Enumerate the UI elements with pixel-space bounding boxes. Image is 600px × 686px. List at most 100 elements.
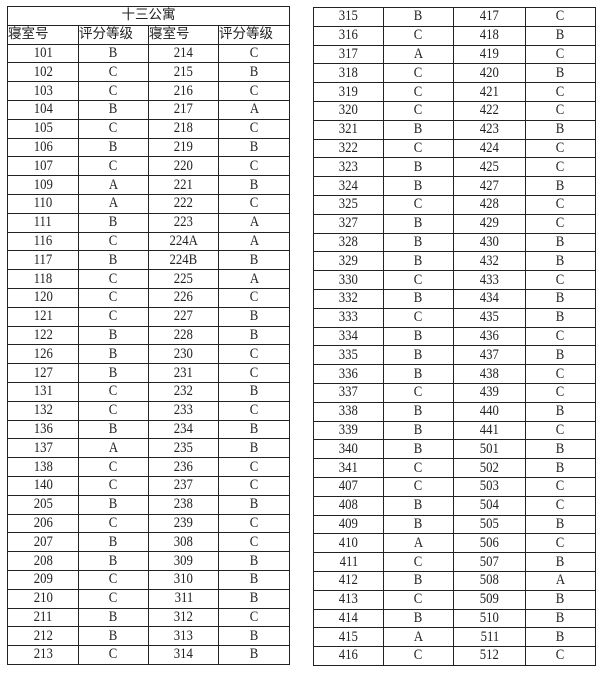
grade-cell: C [525,420,596,441]
room-number: 205 [33,496,53,513]
grade: C [414,196,423,213]
table-row: 330 C 433 C [313,270,596,290]
grade-cell: B [383,213,454,234]
grade-cell: C [525,157,596,178]
room-number: 235 [173,439,194,456]
room-number: 106 [33,138,53,155]
grade-cell: C [218,156,290,177]
grade-cell: C [218,118,290,139]
room-number-cell: 237 [148,475,219,496]
grade: C [109,514,118,531]
grade-cell: B [78,419,149,440]
grade-cell: C [525,7,596,27]
grade: C [556,647,565,664]
header-grade: 评分等级 [78,24,149,45]
room-number-cell: 213 [7,645,79,665]
room-number-cell: 308 [148,532,219,553]
room-number: 427 [479,177,500,194]
table-row: 120 C 226 C [7,287,290,308]
room-number-cell: 310 [148,569,219,590]
room-number: 230 [173,345,194,362]
room-number-cell: 136 [7,419,79,440]
grade: B [414,327,423,344]
room-number-cell: 235 [148,438,219,459]
grade: C [556,478,565,495]
room-number: 137 [33,439,53,456]
room-number: 325 [338,196,359,213]
grade: C [109,82,118,99]
grade: C [556,384,565,401]
grade: B [556,290,565,307]
room-number-cell: 408 [313,495,384,516]
grade: C [556,534,565,551]
table-row: 407 C 503 C [313,476,596,497]
room-number: 335 [338,346,359,363]
room-number: 337 [338,384,359,401]
room-number-cell: 222 [148,193,219,214]
room-number: 223 [173,214,194,231]
room-number: 219 [173,138,194,155]
grade: A [413,628,424,645]
room-number: 210 [33,590,53,607]
grade: A [249,214,259,231]
grade-cell: B [383,157,454,178]
grade-cell: C [218,475,290,496]
grade: B [249,326,259,343]
grade-cell: B [383,345,454,366]
grade: B [249,308,259,325]
grade: C [249,82,259,99]
room-number-cell: 333 [313,307,384,328]
grade-cell: C [78,118,149,139]
table-row: 127 B 231 C [7,363,290,383]
room-number: 410 [338,534,359,551]
room-number: 418 [479,27,500,44]
grade-cell: A [525,570,596,591]
room-number-cell: 427 [453,176,526,196]
room-number: 317 [338,45,359,62]
grade-cell: B [78,250,149,271]
room-number-cell: 312 [148,607,219,628]
room-number-cell: 332 [313,288,384,309]
table-row: 140 C 237 C [7,475,290,496]
room-number: 316 [338,27,359,44]
grade: C [556,196,565,213]
grade-cell: C [78,231,149,252]
table-row: 408 B 504 C [313,495,596,516]
room-number-cell: 410 [313,533,384,554]
grade-cell: C [78,306,149,327]
room-number: 437 [479,346,500,363]
table-title: 十三公寓 [7,6,290,26]
table-row: 324 B 427 B [313,176,596,196]
grade: B [556,64,565,81]
room-number: 118 [33,270,53,287]
grade: B [249,496,259,513]
table-row: 323 B 425 C [313,157,596,178]
grade: C [249,477,259,494]
grade: B [249,383,259,400]
room-number: 505 [479,515,500,532]
room-number: 324 [338,177,359,194]
grade: C [249,44,259,61]
table-row: 206 C 239 C [7,513,290,534]
grade-cell: B [383,570,454,591]
room-number: 222 [173,195,194,212]
room-number: 225 [173,270,194,287]
room-number: 414 [338,609,359,626]
grade: B [109,138,118,155]
grade-cell: C [218,193,290,214]
room-number: 104 [33,101,53,118]
grade: C [109,402,118,419]
room-number-cell: 325 [313,194,384,215]
room-number: 509 [479,591,500,608]
grade-cell: C [78,645,149,665]
grade: B [556,403,565,420]
table-row: 335 B 437 B [313,345,596,366]
room-number-cell: 418 [453,25,526,46]
table-row: 136 B 234 B [7,419,290,440]
room-number-cell: 215 [148,62,219,83]
grade-cell: B [525,552,596,572]
room-number-cell: 502 [453,458,526,478]
room-number-cell: 323 [313,157,384,178]
grade: C [556,365,565,382]
grade-cell: C [525,44,596,65]
